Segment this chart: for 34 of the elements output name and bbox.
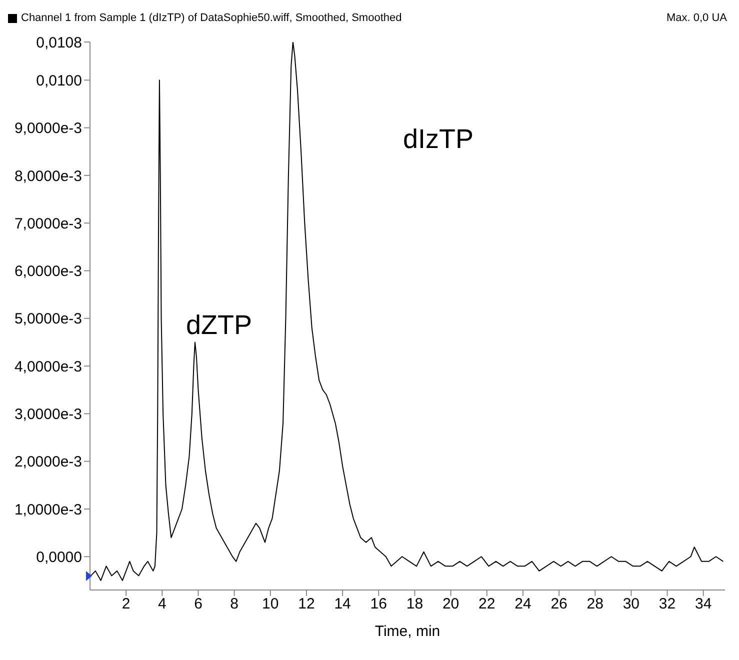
y-tick-label: 9,0000e-3	[14, 120, 82, 138]
x-tick-label: 28	[586, 596, 604, 613]
y-tick-label: 0,0000	[36, 548, 82, 566]
x-tick-label: 10	[262, 596, 279, 613]
x-tick-label: 24	[514, 596, 532, 613]
x-axis-title: Time, min	[374, 623, 440, 640]
y-tick-label: 6,0000e-3	[14, 263, 82, 280]
x-tick-label: 34	[695, 596, 712, 613]
y-tick-label: 0,0108	[36, 34, 82, 52]
x-tick-label: 30	[622, 596, 640, 613]
x-tick-label: 2	[122, 596, 130, 613]
y-tick-label: 8,0000e-3	[14, 168, 82, 185]
text: Max. 0,0 UA	[666, 12, 727, 24]
y-tick-label: 3,0000e-3	[14, 406, 82, 424]
x-tick-label: 6	[194, 596, 202, 613]
y-tick-label: 7,0000e-3	[14, 215, 82, 232]
x-tick-label: 14	[334, 596, 351, 613]
x-tick-label: 20	[442, 596, 460, 613]
x-tick-label: 22	[478, 596, 496, 613]
x-tick-label: 12	[298, 596, 315, 613]
y-tick-label: 0,0100	[36, 72, 82, 90]
x-tick-label: 26	[550, 596, 568, 613]
x-tick-label: 16	[370, 596, 387, 613]
annotation: dZTP	[186, 310, 252, 341]
x-tick-label: 8	[230, 596, 238, 613]
y-tick-label: 5,0000e-3	[14, 310, 82, 328]
x-tick-label: 18	[406, 596, 424, 613]
y-tick-label: 2,0000e-3	[14, 454, 82, 471]
x-tick-label: 32	[658, 596, 676, 613]
annotation: dIzTP	[403, 124, 474, 155]
legend-label: Channel 1 from Sample 1 (dIzTP) of DataSophie50.wiff, Smoothed, Smoothed	[21, 12, 402, 24]
y-tick-label: 4,0000e-3	[14, 358, 82, 376]
x-tick-label: 4	[158, 596, 166, 613]
y-tick-label: 1,0000e-3	[14, 501, 82, 518]
